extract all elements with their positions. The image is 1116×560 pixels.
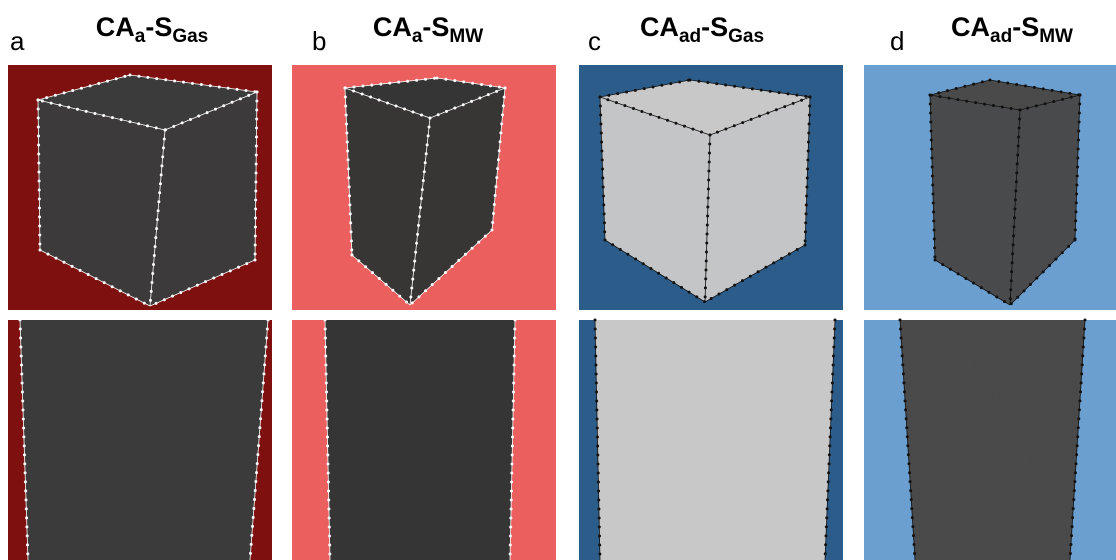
sample-section [595, 320, 835, 560]
title-subscript: a [135, 26, 146, 47]
sample-section [900, 320, 1085, 560]
figure: aCAa-SGasbCAa-SMWcCAad-SGasdCAad-SMW [0, 0, 1116, 560]
panel-title: CAa-SMW [373, 12, 483, 47]
panel-letter: b [312, 26, 326, 56]
title-subscript: a [412, 26, 423, 47]
title-subscript: Gas [172, 26, 208, 47]
panel-title: CAa-SGas [96, 12, 209, 47]
title-subscript: Gas [728, 26, 764, 47]
panel-letter: a [10, 26, 25, 56]
title-text: -S [145, 12, 172, 42]
title-text: CA [640, 12, 679, 42]
panel-letter: d [890, 26, 904, 56]
sample-section [20, 320, 268, 560]
sample-section [325, 320, 515, 560]
panel-letter: c [588, 26, 601, 56]
title-subscript: ad [990, 26, 1012, 47]
title-text: CA [951, 12, 990, 42]
panel-title: CAad-SMW [951, 12, 1073, 47]
panel: b CAa-SMW [292, 12, 556, 560]
title-text: CA [96, 12, 135, 42]
panel-title: CAad-SGas [640, 12, 764, 47]
title-text: -S [422, 12, 449, 42]
title-subscript: ad [679, 26, 701, 47]
title-text: -S [1012, 12, 1039, 42]
panel: d CAad-SMW [864, 12, 1116, 560]
title-subscript: MW [1039, 26, 1073, 47]
panel: c CAad-SGas [579, 12, 843, 560]
title-subscript: MW [449, 26, 483, 47]
title-text: CA [373, 12, 412, 42]
title-text: -S [701, 12, 728, 42]
